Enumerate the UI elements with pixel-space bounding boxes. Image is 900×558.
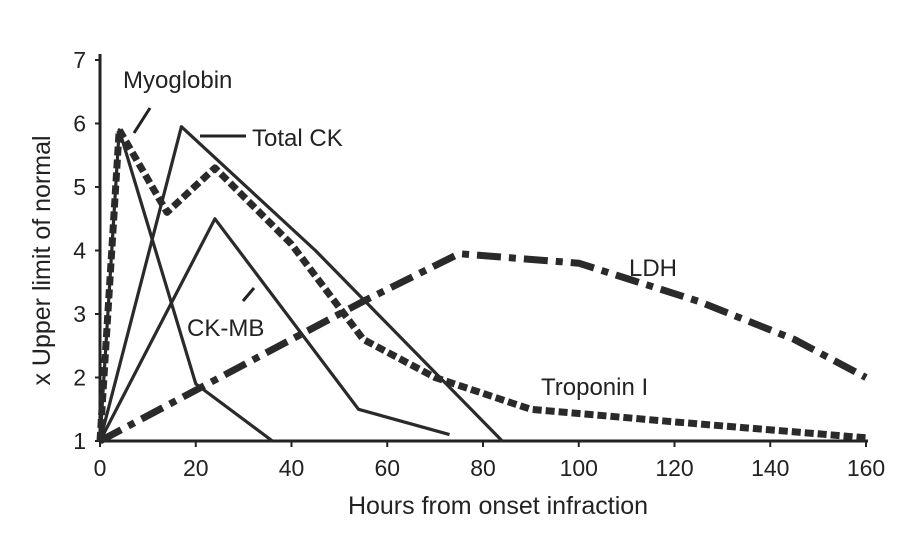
x-tick-label: 120 [655, 455, 693, 481]
series-label-troponin-i: Troponin I [541, 374, 648, 401]
leader-line-myoglobin [132, 107, 152, 134]
x-tick-label: 80 [470, 455, 496, 481]
y-tick-label: 4 [73, 238, 86, 264]
series-line-ldh [98, 250, 868, 445]
x-tick-label: 100 [560, 455, 598, 481]
x-tick-label: 160 [847, 455, 885, 481]
y-tick-label: 3 [73, 301, 86, 327]
series-line-myoglobin [98, 128, 274, 443]
x-tick-label: 140 [751, 455, 789, 481]
y-tick-label: 1 [73, 428, 86, 454]
series-label-ck-mb: CK-MB [187, 315, 264, 342]
leader-line-ck-mb [241, 287, 256, 302]
series-label-myoglobin: Myoglobin [123, 67, 232, 94]
y-axis-title: x Upper limit of normal [28, 135, 56, 385]
y-tick-label: 5 [73, 174, 86, 200]
series-line-ck-mb [98, 217, 450, 442]
series-label-ldh: LDH [629, 255, 677, 282]
series-label-total-ck: Total CK [252, 125, 343, 152]
x-tick-label: 60 [374, 455, 400, 481]
series-layer [96, 125, 868, 445]
y-tick-label: 6 [73, 111, 86, 137]
x-tick-label: 0 [94, 455, 107, 481]
x-tick-label: 20 [183, 455, 209, 481]
y-tick-label: 2 [73, 365, 86, 391]
y-tick-label: 7 [73, 47, 86, 73]
x-tick-label: 40 [279, 455, 305, 481]
axes: 1 2 3 4 5 6 7 0 20 40 60 80 100 120 140 160 [73, 47, 885, 481]
label-layer: Myoglobin Total CK CK-MB Troponin I LDH [123, 67, 677, 401]
series-line-total-ck [98, 125, 504, 443]
x-axis-title: Hours from onset infraction [348, 492, 648, 520]
series-line-troponin-i [96, 126, 867, 442]
